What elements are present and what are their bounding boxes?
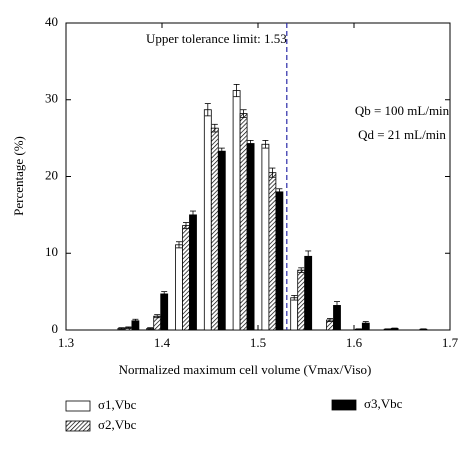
bar (261, 143, 270, 331)
legend-label: σ1,Vbc (98, 397, 137, 412)
legend-label: σ3,Vbc (364, 396, 403, 411)
y-axis-label: Percentage (%) (11, 136, 26, 216)
reference-label: Upper tolerance limit: 1.53 (146, 31, 287, 46)
bar (290, 297, 299, 331)
bar (203, 109, 212, 331)
bar (297, 269, 306, 331)
bar (232, 90, 241, 331)
x-axis-label: Normalized maximum cell volume (Vmax/Vis… (119, 362, 372, 377)
legend-swatch (65, 400, 91, 412)
legend-swatch (65, 420, 91, 432)
y-tick-label: 40 (45, 14, 58, 29)
bar (160, 293, 169, 331)
bar (275, 191, 284, 331)
bar (153, 315, 162, 331)
annotation: Qd = 21 mL/min (358, 127, 446, 142)
bar (182, 225, 190, 331)
bar (246, 143, 255, 331)
bar (189, 214, 197, 331)
y-tick-label: 20 (45, 167, 58, 182)
x-tick-label: 1.6 (346, 335, 363, 350)
y-tick-label: 0 (52, 321, 59, 336)
bar (210, 127, 219, 331)
bar (268, 172, 277, 331)
plot-frame (65, 22, 451, 331)
legend-label: σ2,Vbc (98, 417, 137, 432)
bar (217, 150, 226, 331)
bar (239, 113, 248, 331)
x-tick-label: 1.4 (154, 335, 171, 350)
y-tick-label: 10 (45, 244, 58, 259)
bar (304, 255, 313, 331)
x-tick-label: 1.7 (442, 335, 459, 350)
legend-swatch (331, 399, 357, 411)
bar (175, 244, 183, 331)
annotation: Qb = 100 mL/min (355, 103, 450, 118)
x-tick-label: 1.5 (250, 335, 266, 350)
x-tick-label: 1.3 (58, 335, 74, 350)
y-tick-label: 30 (45, 91, 58, 106)
